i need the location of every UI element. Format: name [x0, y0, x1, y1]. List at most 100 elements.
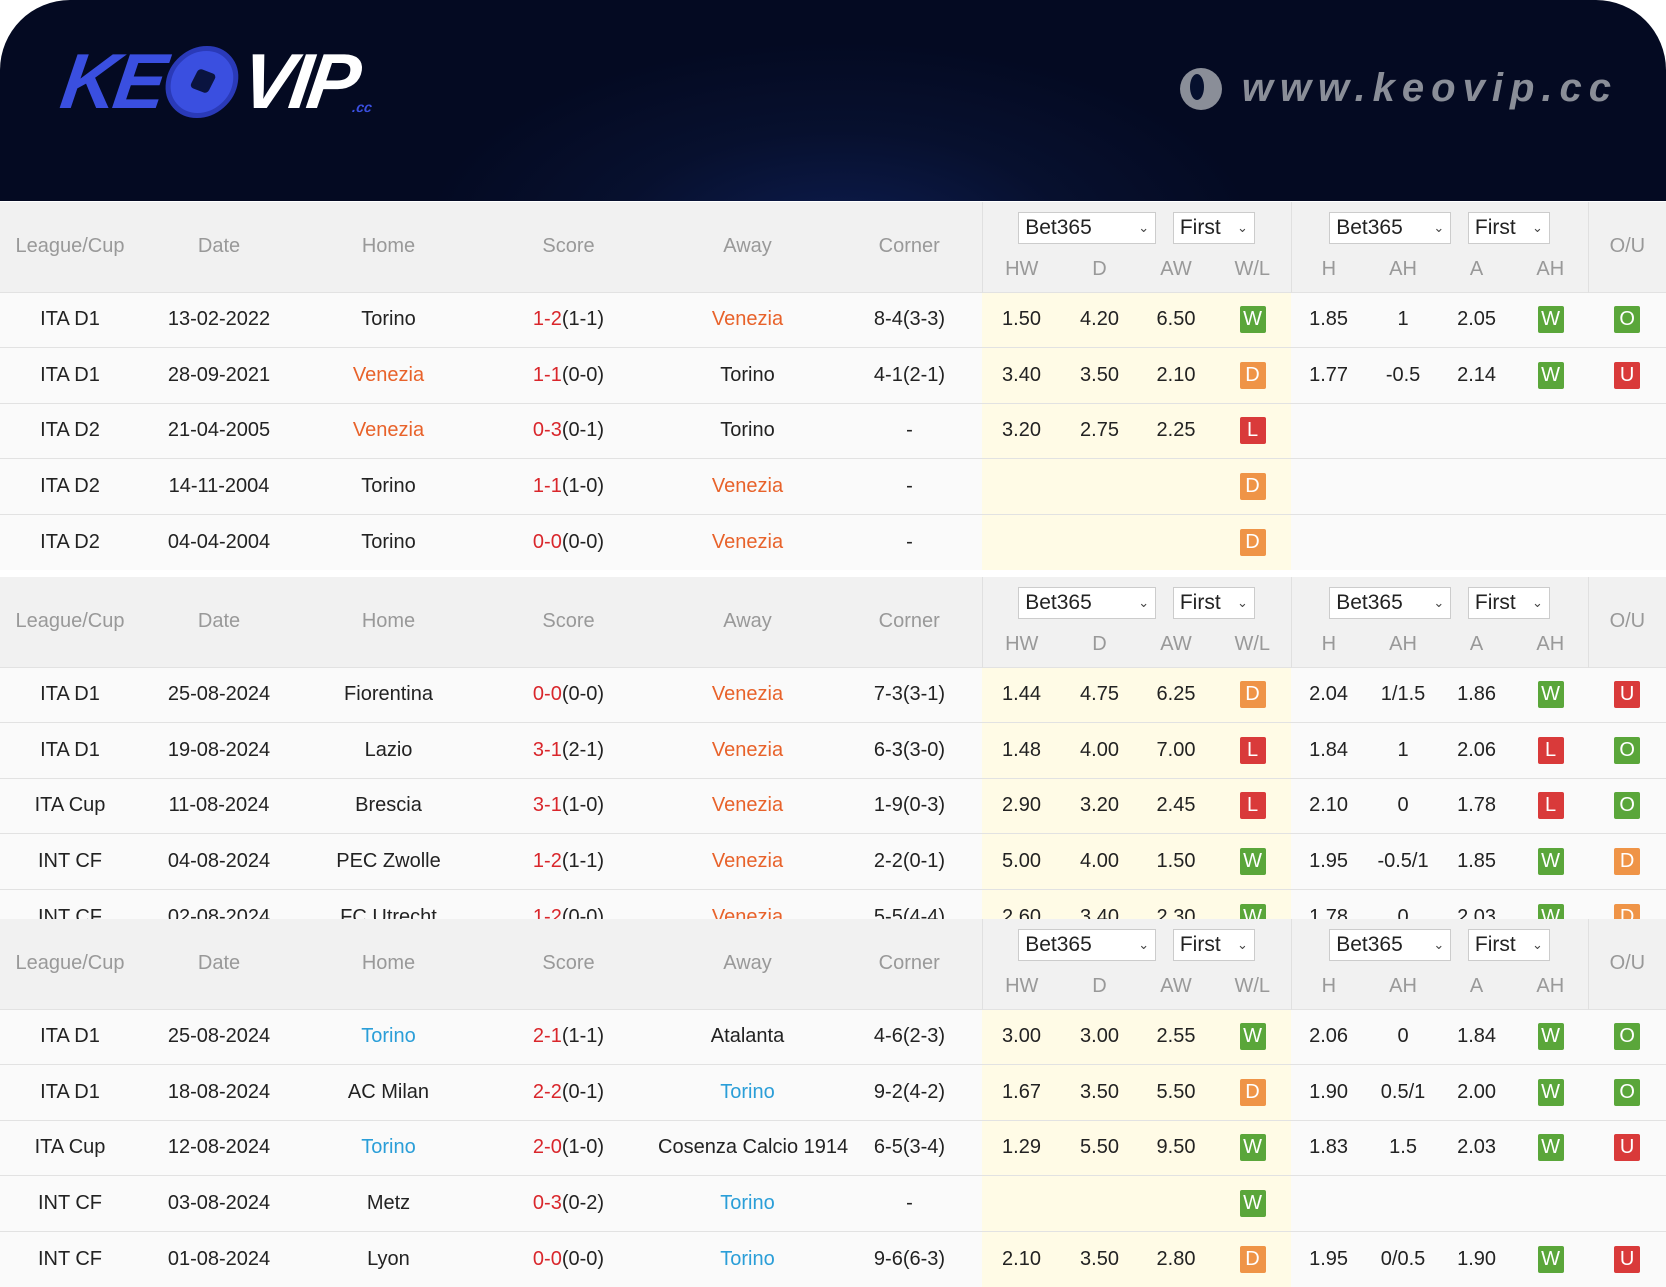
table-row[interactable]: ITA Cup 11-08-2024 Brescia 3-1(1-0) Vene…: [0, 778, 1666, 834]
away-team[interactable]: Venezia: [711, 794, 784, 817]
corner: 6-3(3-0): [873, 738, 946, 761]
col-d: D: [1061, 971, 1138, 1009]
away-team[interactable]: Venezia: [711, 683, 784, 706]
away-team[interactable]: Cosenza Calcio 1914: [658, 1136, 849, 1159]
bookmaker-select[interactable]: Bet365 ⌄: [1329, 929, 1452, 961]
bookmaker-select[interactable]: Bet365 ⌄: [1329, 212, 1452, 244]
league: ITA D2: [40, 474, 100, 497]
table-row[interactable]: ITA D1 18-08-2024 AC Milan 2-2(0-1) Tori…: [0, 1064, 1666, 1120]
away-team[interactable]: Venezia: [711, 849, 784, 872]
period-select[interactable]: First ⌄: [1172, 587, 1255, 619]
table-row[interactable]: ITA Cup 12-08-2024 Torino 2-0(1-0) Cosen…: [0, 1120, 1666, 1176]
wl-badge: D: [1239, 1078, 1266, 1106]
date: 14-11-2004: [168, 474, 270, 497]
odds-a: 1.84: [1457, 1025, 1497, 1048]
away-team[interactable]: Torino: [720, 363, 775, 386]
match-table: League/Cup Date Home Score Away Corner B…: [0, 577, 1666, 945]
home-team[interactable]: Venezia: [352, 363, 425, 386]
home-team[interactable]: Metz: [366, 1191, 411, 1214]
keovip-logo[interactable]: KE VIP .cc: [55, 37, 374, 125]
period-select[interactable]: First ⌄: [1172, 212, 1255, 244]
ah-result-badge: L: [1537, 736, 1564, 764]
away-team[interactable]: Venezia: [711, 738, 784, 761]
home-team[interactable]: PEC Zwolle: [336, 849, 441, 872]
period-select[interactable]: First ⌄: [1467, 929, 1550, 961]
col-aw: AW: [1138, 629, 1214, 667]
date: 19-08-2024: [167, 738, 271, 761]
corner: 6-5(3-4): [873, 1136, 946, 1159]
odds-a: 2.14: [1457, 363, 1497, 386]
home-team[interactable]: Torino: [361, 474, 416, 497]
away-team[interactable]: Atalanta: [710, 1025, 785, 1048]
odds-aw: 2.25: [1138, 403, 1214, 459]
table-row[interactable]: ITA D2 14-11-2004 Torino 1-1(1-0) Venezi…: [0, 458, 1666, 514]
table-row[interactable]: INT CF 03-08-2024 Metz 0-3(0-2) Torino -…: [0, 1175, 1666, 1231]
home-team[interactable]: Torino: [361, 530, 416, 553]
odds-h: 2.10: [1309, 794, 1349, 817]
wl-cell: D: [1214, 347, 1292, 403]
period-select[interactable]: First ⌄: [1172, 929, 1255, 961]
score: 0-3(0-2): [532, 1191, 605, 1214]
table-row[interactable]: ITA D1 28-09-2021 Venezia 1-1(0-0) Torin…: [0, 347, 1666, 403]
away-team[interactable]: Torino: [720, 1191, 775, 1214]
match-table: League/Cup Date Home Score Away Corner B…: [0, 919, 1666, 1287]
wl-cell: D: [1214, 514, 1292, 570]
odds-aw: 6.25: [1138, 667, 1214, 723]
table-row[interactable]: INT CF 04-08-2024 PEC Zwolle 1-2(1-1) Ve…: [0, 833, 1666, 890]
wl-badge: D: [1239, 361, 1266, 389]
table-row[interactable]: ITA D1 13-02-2022 Torino 1-2(1-1) Venezi…: [0, 292, 1666, 348]
bookmaker-select[interactable]: Bet365 ⌄: [1329, 587, 1452, 619]
wl-badge: W: [1239, 1189, 1266, 1217]
home-team[interactable]: Lazio: [364, 738, 413, 761]
ah-result-cell: W: [1513, 834, 1588, 890]
ou-badge: U: [1614, 1134, 1641, 1162]
home-team[interactable]: Torino: [361, 308, 416, 331]
match-table: League/Cup Date Home Score Away Corner B…: [0, 202, 1666, 570]
table-row[interactable]: ITA D1 25-08-2024 Torino 2-1(1-1) Atalan…: [0, 1009, 1666, 1065]
globe-icon: [1179, 67, 1222, 110]
odds-aw: 5.50: [1138, 1064, 1214, 1120]
col-a: A: [1440, 971, 1514, 1009]
odds-h: 1.90: [1309, 1080, 1349, 1103]
home-team[interactable]: Brescia: [355, 794, 422, 817]
table-row[interactable]: INT CF 01-08-2024 Lyon 0-0(0-0) Torino 9…: [0, 1231, 1666, 1287]
period-select[interactable]: First ⌄: [1467, 212, 1550, 244]
away-team[interactable]: Torino: [720, 419, 775, 442]
ah-result-badge: L: [1537, 792, 1564, 820]
league: ITA Cup: [34, 1136, 106, 1159]
chevron-down-icon: ⌄: [1138, 220, 1150, 235]
away-team[interactable]: Torino: [720, 1247, 775, 1270]
away-team[interactable]: Venezia: [711, 308, 784, 331]
table-row[interactable]: ITA D1 19-08-2024 Lazio 3-1(2-1) Venezia…: [0, 722, 1666, 778]
table-row[interactable]: ITA D2 21-04-2005 Venezia 0-3(0-1) Torin…: [0, 403, 1666, 459]
period-select[interactable]: First ⌄: [1467, 587, 1550, 619]
away-team[interactable]: Venezia: [711, 474, 784, 497]
chevron-down-icon: ⌄: [1236, 220, 1248, 235]
home-team[interactable]: Fiorentina: [344, 683, 433, 706]
table-row[interactable]: ITA D1 25-08-2024 Fiorentina 0-0(0-0) Ve…: [0, 667, 1666, 723]
ou-badge: U: [1614, 361, 1641, 389]
odds-ah-selectors: Bet365 ⌄ First ⌄: [1290, 202, 1589, 254]
away-team[interactable]: Venezia: [711, 530, 784, 553]
home-team[interactable]: AC Milan: [347, 1080, 430, 1103]
odds-a: 1.86: [1457, 683, 1497, 706]
table-row[interactable]: ITA D2 04-04-2004 Torino 0-0(0-0) Venezi…: [0, 514, 1666, 570]
col-corner: Corner: [837, 919, 982, 1009]
bookmaker-select[interactable]: Bet365 ⌄: [1018, 212, 1157, 244]
wl-badge: L: [1239, 792, 1266, 820]
home-team[interactable]: Lyon: [367, 1247, 410, 1270]
home-team[interactable]: Torino: [361, 1136, 416, 1159]
away-team[interactable]: Torino: [720, 1080, 775, 1103]
score: 1-1(1-0): [532, 474, 605, 497]
bookmaker-select[interactable]: Bet365 ⌄: [1018, 587, 1157, 619]
odds-ah-selectors: Bet365 ⌄ First ⌄: [1290, 919, 1589, 971]
handicap: 0: [1397, 794, 1409, 817]
odds-hw: [982, 1175, 1061, 1231]
bookmaker-select[interactable]: Bet365 ⌄: [1018, 929, 1157, 961]
ah-result-badge: W: [1537, 1245, 1564, 1273]
home-team[interactable]: Venezia: [352, 419, 425, 442]
wl-cell: W: [1214, 1009, 1292, 1065]
home-team[interactable]: Torino: [361, 1025, 416, 1048]
odds-a: 1.85: [1457, 849, 1497, 872]
score: 0-0(0-0): [532, 1247, 605, 1270]
